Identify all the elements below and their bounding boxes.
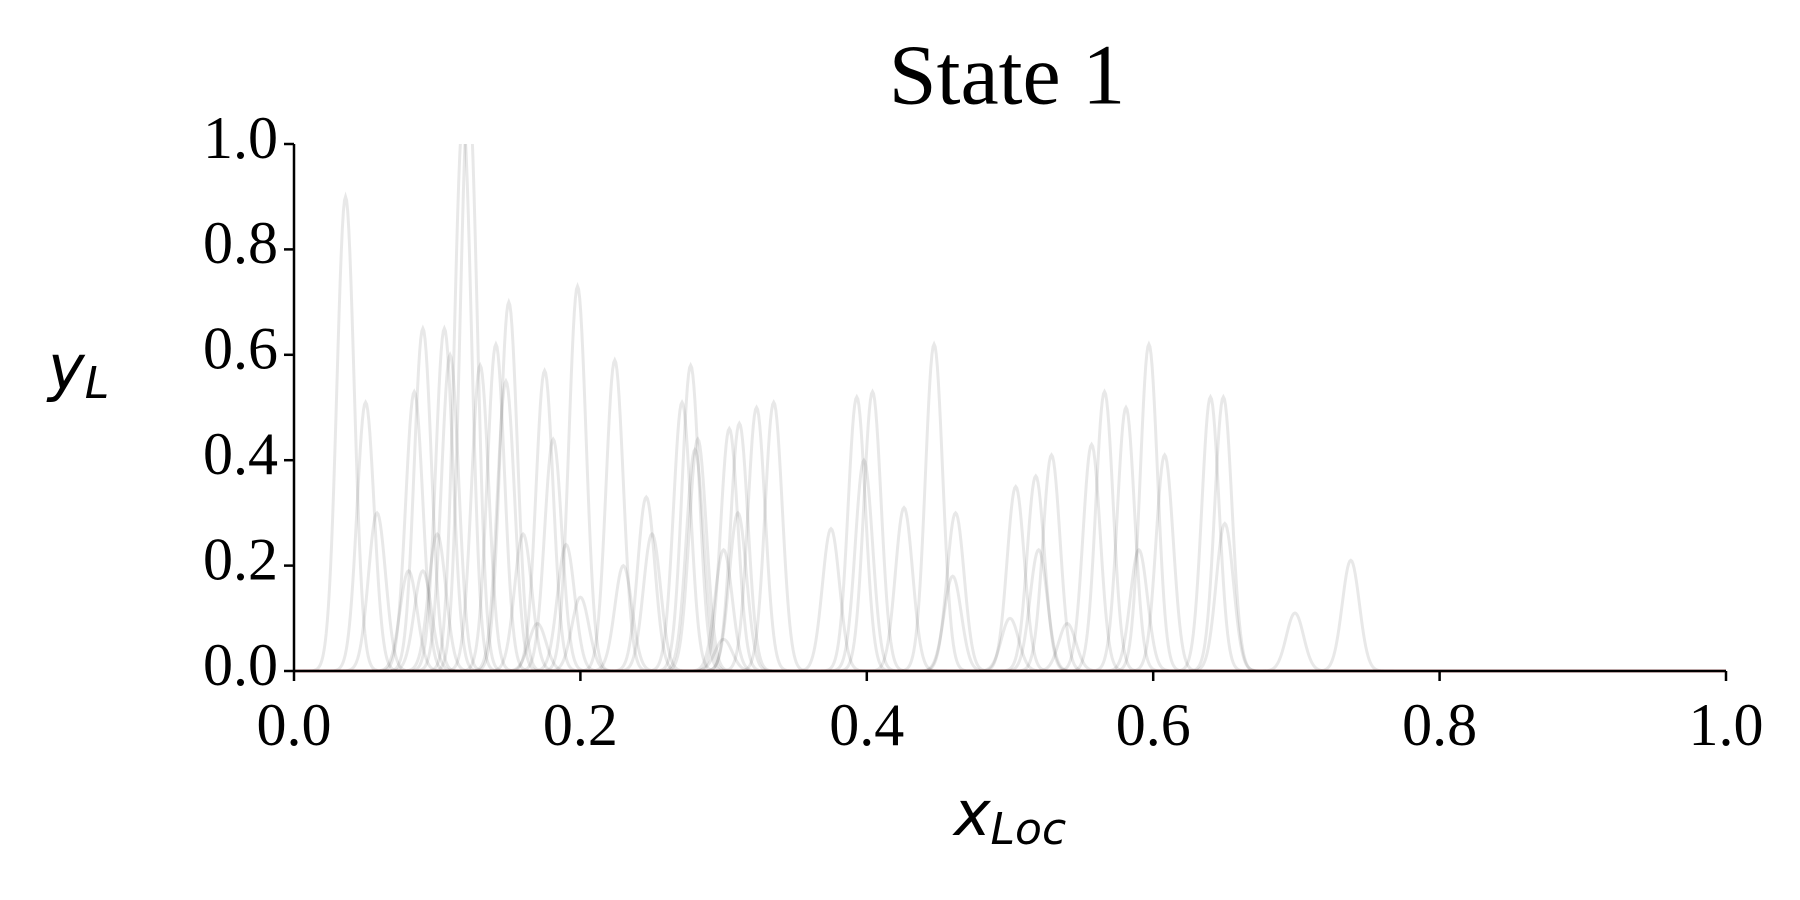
- density-curve: [420, 144, 506, 671]
- density-curve: [302, 191, 389, 671]
- density-curve: [425, 144, 512, 671]
- density-curve: [1105, 340, 1192, 671]
- density-curve: [1252, 611, 1338, 671]
- density-curve: [967, 616, 1053, 671]
- y-axis-label: yL: [46, 331, 109, 409]
- density-curve: [912, 510, 999, 671]
- curves: [302, 144, 1394, 671]
- x-label-subscript: Loc: [991, 804, 1067, 855]
- y-tick-label: 0.6: [203, 316, 278, 382]
- x-tick-label: 0.2: [543, 692, 618, 758]
- x-tick-label: 1.0: [1689, 692, 1764, 758]
- density-curve: [534, 281, 621, 671]
- density-curve: [401, 324, 488, 671]
- x-tick-label: 0.0: [257, 692, 332, 758]
- density-curve: [465, 297, 552, 671]
- y-tick-label: 1.0: [203, 105, 278, 171]
- y-tick-label: 0.4: [203, 421, 278, 487]
- y-tick-label: 0.0: [203, 632, 278, 698]
- x-tick-label: 0.8: [1402, 692, 1477, 758]
- chart-title: State 1: [889, 27, 1125, 123]
- y-tick-label: 0.2: [203, 526, 278, 592]
- x-label-text: x: [952, 777, 992, 850]
- y-tick-label: 0.8: [203, 210, 278, 276]
- x-tick-label: 0.4: [829, 692, 904, 758]
- density-curve: [452, 340, 539, 671]
- density-curve: [1307, 558, 1394, 671]
- density-curve: [861, 505, 947, 671]
- x-axis-label: xLoc: [952, 777, 1066, 855]
- x-tick-label: 0.6: [1116, 692, 1191, 758]
- density-curve: [379, 324, 466, 671]
- y-label-subscript: L: [85, 358, 110, 409]
- density-curve: [891, 340, 978, 671]
- y-label-text: y: [46, 331, 86, 404]
